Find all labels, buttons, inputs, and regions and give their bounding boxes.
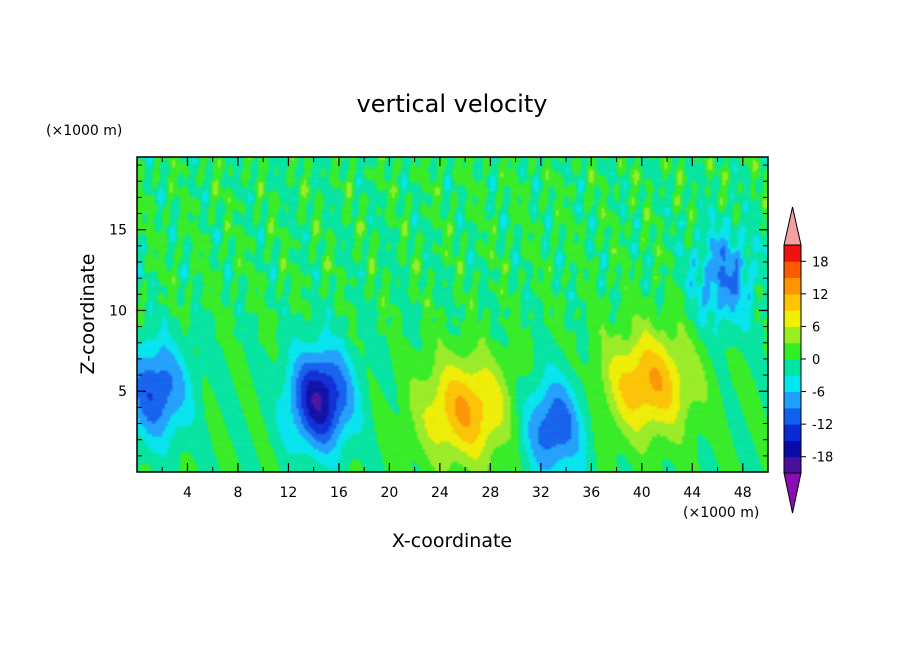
chart-title: vertical velocity (357, 90, 548, 118)
colorbar-band (784, 375, 801, 393)
colorbar-lower-arrow (783, 472, 802, 514)
colorbar-band (784, 261, 801, 279)
x-tick-label: 40 (633, 485, 651, 501)
y-tick-label: 5 (118, 384, 127, 400)
x-axis: 4 8 12 16 20 24 28 32 36 40 44 48 (161, 157, 752, 501)
colorbar-band (784, 310, 801, 327)
colorbar-band (784, 245, 801, 262)
colorbar-label: 0 (812, 353, 820, 368)
colorbar-band (784, 277, 801, 295)
colorbar-label: 6 (812, 320, 820, 335)
colorbar-band (784, 359, 801, 376)
x-tick-label: 32 (532, 485, 550, 501)
colorbar-band (784, 326, 801, 344)
colorbar-band (784, 293, 801, 311)
x-tick-label: 44 (683, 485, 701, 501)
colorbar-band (784, 342, 801, 360)
x-tick-label: 20 (380, 485, 398, 501)
y-axis-label: Z-coordinate (77, 254, 99, 375)
x-tick-label: 48 (734, 485, 752, 501)
colorbar-band (784, 440, 801, 458)
x-tick-label: 4 (183, 485, 192, 501)
colorbar-band (784, 456, 801, 474)
colorbar-band (784, 391, 801, 409)
colorbar: 18 12 6 0 -6 -12 -18 (783, 206, 833, 514)
x-unit-label: (×1000 m) (683, 505, 759, 521)
colorbar-upper-arrow (783, 206, 802, 246)
colorbar-label: 12 (812, 288, 829, 303)
colorbar-label: 18 (812, 255, 829, 270)
y-unit-label: (×1000 m) (46, 123, 122, 139)
plot-frame (136, 156, 769, 473)
colorbar-band (784, 424, 801, 441)
colorbar-label: -18 (812, 451, 833, 466)
y-tick-label: 10 (109, 303, 127, 319)
x-axis-label: X-coordinate (392, 530, 512, 552)
x-tick-label: 28 (481, 485, 499, 501)
x-tick-label: 8 (233, 485, 242, 501)
plot-area (136, 156, 769, 473)
colorbar-band (784, 407, 801, 425)
colorbar-label: -12 (812, 418, 833, 433)
x-tick-label: 24 (431, 485, 449, 501)
colorbar-label: -6 (812, 386, 825, 401)
x-tick-label: 12 (280, 485, 298, 501)
field-texture (137, 157, 768, 472)
y-axis: 5 10 15 (109, 164, 768, 457)
x-tick-label: 36 (582, 485, 600, 501)
x-tick-label: 16 (330, 485, 348, 501)
y-tick-label: 15 (109, 223, 127, 239)
